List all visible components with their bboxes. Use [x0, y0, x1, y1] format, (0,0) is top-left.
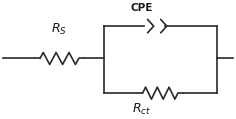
- Text: $R_{ct}$: $R_{ct}$: [132, 102, 151, 117]
- Text: CPE: CPE: [130, 3, 153, 13]
- Text: $R_{S}$: $R_{S}$: [51, 22, 67, 37]
